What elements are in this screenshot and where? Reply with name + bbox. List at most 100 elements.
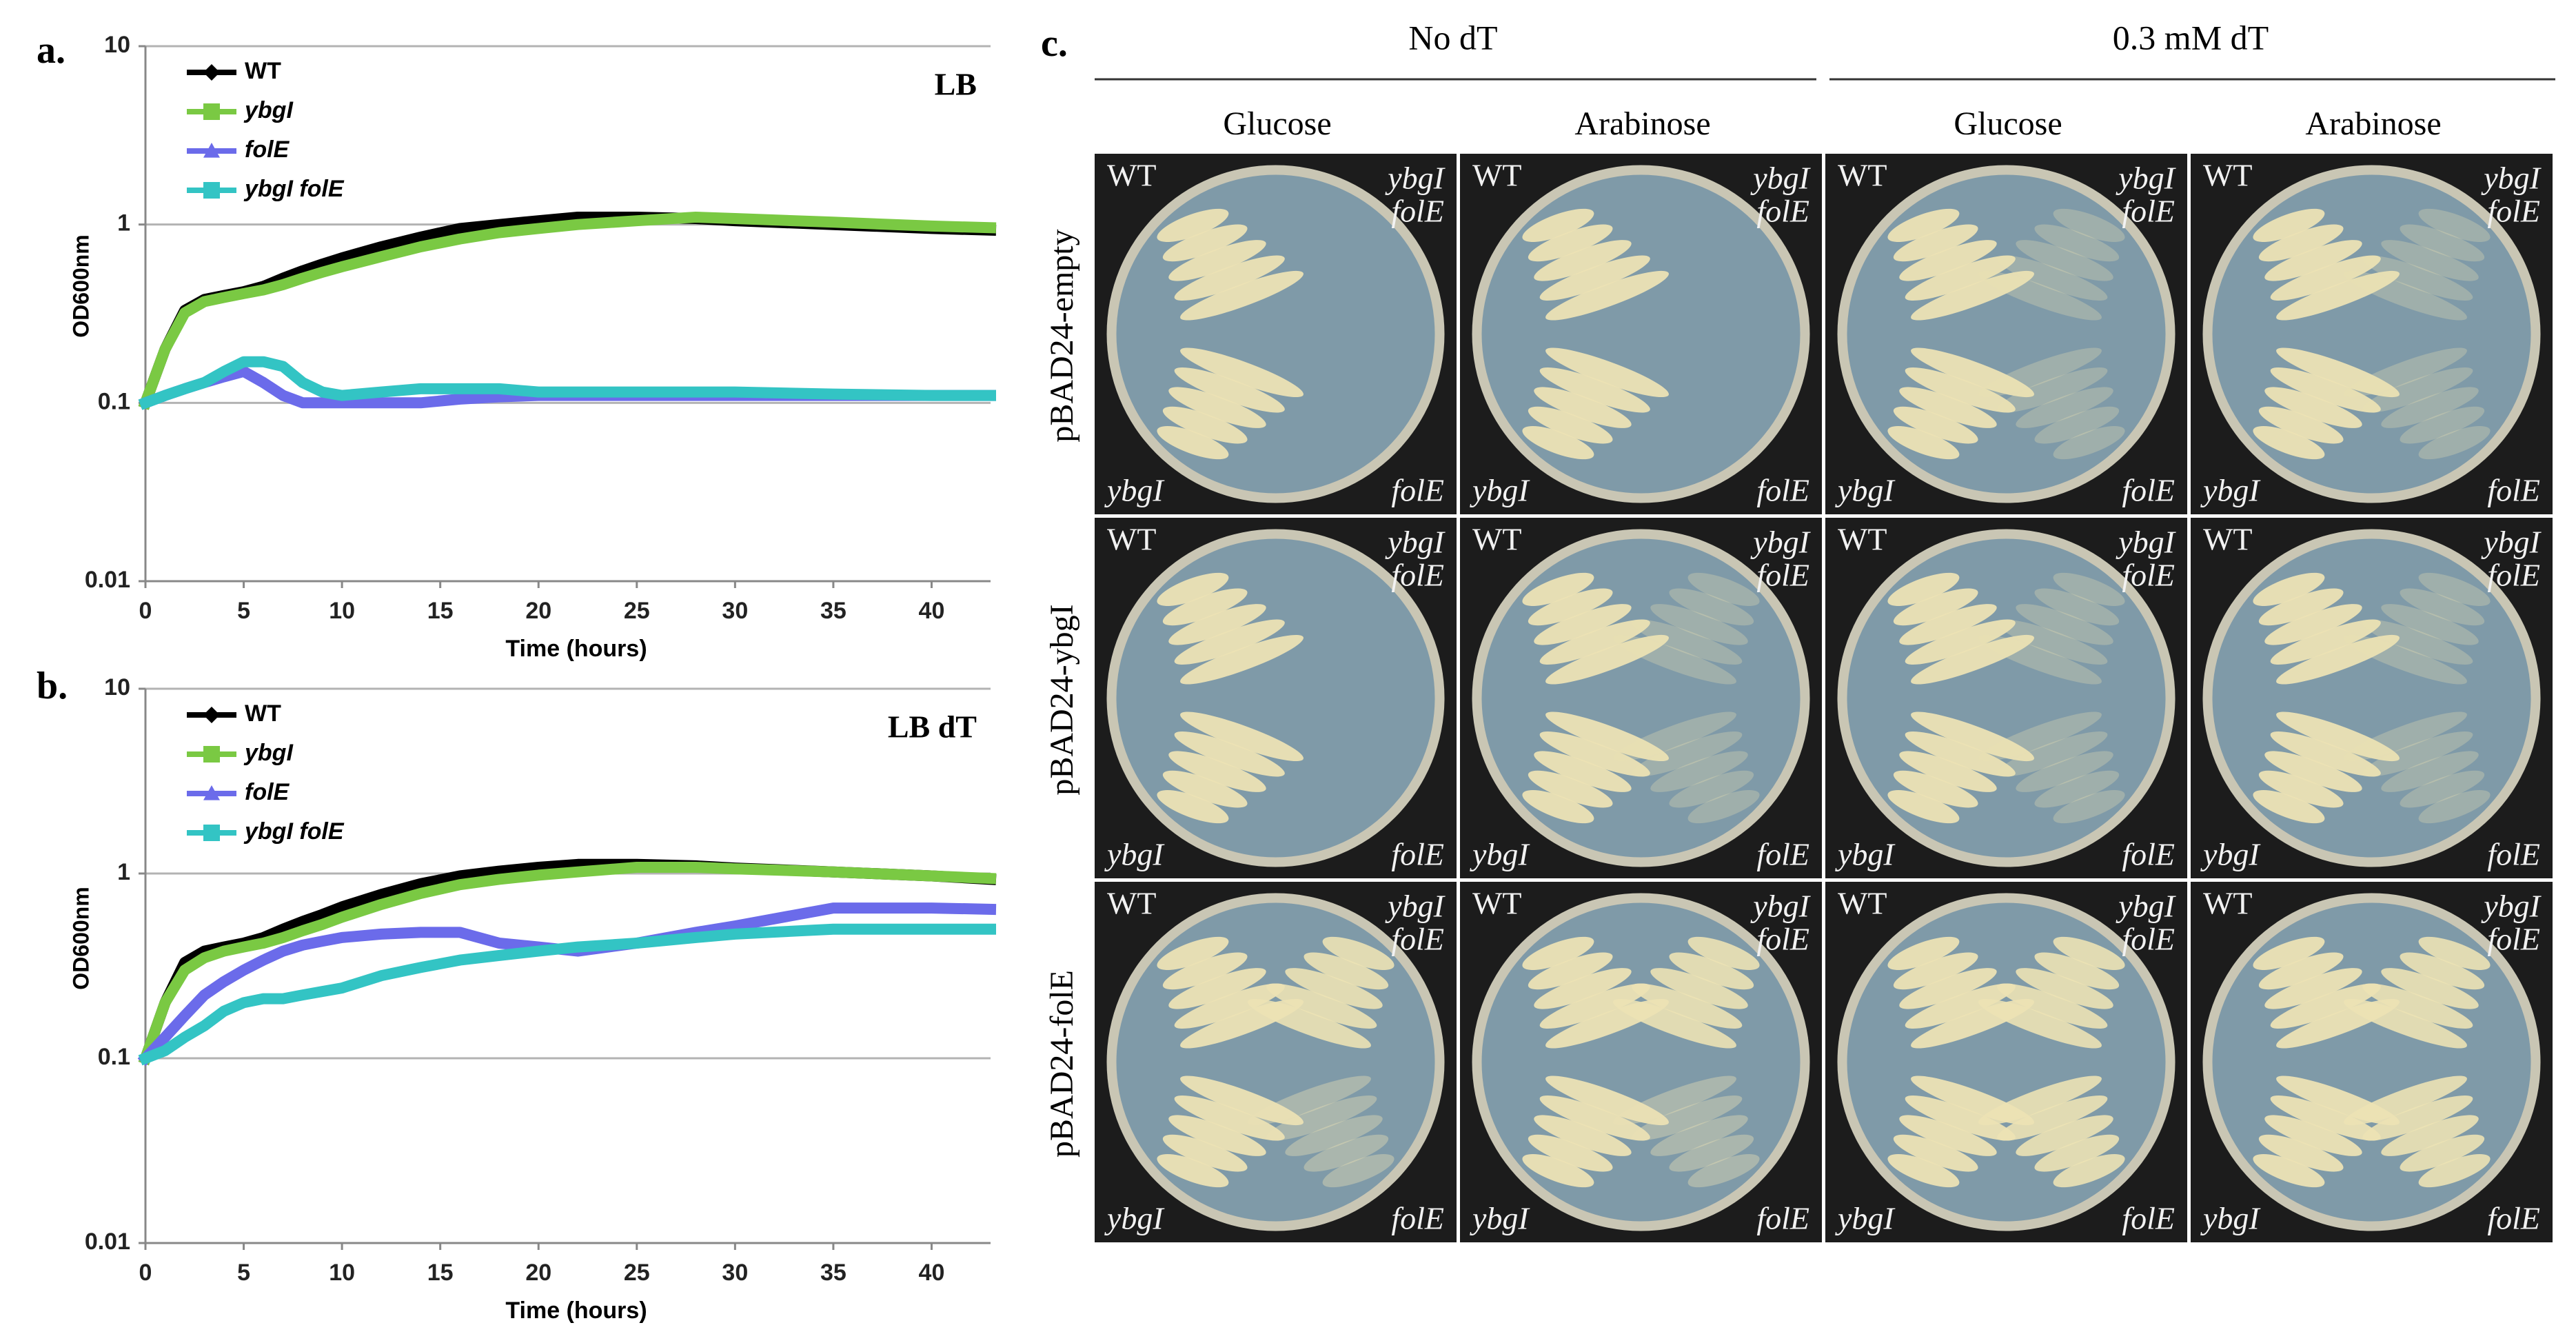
- colony-streak: [2344, 634, 2467, 685]
- x-axis-title: Time (hours): [505, 636, 647, 662]
- x-tick-label: 25: [624, 1260, 650, 1286]
- colony-streak: [1905, 983, 2016, 1029]
- colony-streak: [1911, 347, 2034, 398]
- quadrant-label: folE: [1756, 922, 1809, 957]
- colony-streak: [1687, 789, 1760, 824]
- colony-streak: [2034, 952, 2120, 990]
- colony-streak: [1613, 711, 1736, 762]
- colony-streak: [1887, 789, 1960, 824]
- plate-agar: [1847, 902, 2166, 1222]
- colony-streak: [1545, 1076, 1669, 1126]
- legend-label: folE: [245, 779, 290, 805]
- colony-streak: [1899, 751, 1997, 792]
- colony-streak: [1893, 952, 1978, 990]
- x-axis-title: Time (hours): [505, 1297, 647, 1324]
- colony-streak: [2418, 425, 2491, 460]
- colony-streak: [2264, 1115, 2362, 1156]
- quadrant-label: WT: [1107, 522, 1157, 557]
- quadrant-label: folE: [1756, 1201, 1809, 1236]
- quadrant-label: ybgI: [1470, 473, 1530, 508]
- colony-streak: [2034, 770, 2120, 808]
- colony-streak: [1174, 731, 1285, 777]
- colony-streak: [1539, 619, 1650, 665]
- colony-streak: [1522, 789, 1594, 824]
- colony-streak: [1285, 1115, 1383, 1156]
- colony-streak: [2034, 1134, 2120, 1172]
- quadrant-label: ybgI: [2116, 161, 2176, 196]
- colony-streak: [2253, 425, 2325, 460]
- legend-marker: [203, 143, 220, 158]
- x-tick-label: 15: [427, 1260, 454, 1286]
- quadrant-label: ybgI: [1104, 1201, 1165, 1236]
- quadrant-label: folE: [1391, 1201, 1444, 1236]
- colony-streak: [1887, 1153, 1960, 1188]
- x-tick-label: 0: [139, 1260, 152, 1286]
- colony-streak: [1522, 208, 1594, 243]
- colony-streak: [1978, 347, 2102, 398]
- colony-streak: [1899, 240, 1997, 281]
- x-tick-label: 5: [237, 1260, 250, 1286]
- colony-streak: [1687, 572, 1760, 607]
- colony-streak: [2381, 604, 2479, 645]
- colony-streak: [2362, 367, 2473, 413]
- colony-streak: [1899, 604, 1997, 645]
- colony-streak: [1650, 604, 1748, 645]
- quadrant-label: folE: [1756, 837, 1809, 872]
- colony-streak: [1539, 731, 1650, 777]
- colony-streak: [2344, 270, 2467, 321]
- colony-streak: [1545, 270, 1669, 321]
- plate-agar: [1116, 538, 1435, 858]
- plate-agar: [2212, 902, 2531, 1222]
- colony-streak: [1180, 634, 1304, 685]
- colony-streak: [1905, 731, 2016, 777]
- colony-streak: [1157, 789, 1229, 824]
- quadrant-label: folE: [1391, 558, 1444, 593]
- colony-streak: [1528, 1134, 1613, 1172]
- colony-streak: [2264, 387, 2362, 428]
- legend-label: ybgI: [243, 740, 294, 766]
- quadrant-label: WT: [1838, 886, 1887, 921]
- y-axis-title: OD600nm: [68, 887, 93, 989]
- colony-streak: [1168, 240, 1266, 281]
- colony-streak: [1534, 387, 1632, 428]
- row-label: pBAD24-empty: [1044, 229, 1080, 442]
- colony-streak: [1180, 1076, 1304, 1126]
- quadrant-label: ybgI: [1104, 837, 1165, 872]
- quadrant-label: ybgI: [2116, 525, 2176, 560]
- quadrant-label: WT: [2203, 158, 2253, 193]
- colony-streak: [1911, 270, 2034, 321]
- colony-streak: [2418, 789, 2491, 824]
- colony-streak: [2276, 347, 2400, 398]
- y-tick-label: 1: [117, 210, 130, 236]
- colony-streak: [2270, 367, 2381, 413]
- colony-streak: [1978, 998, 2102, 1049]
- colony-streak: [1180, 347, 1304, 398]
- series-line: [138, 212, 997, 410]
- colony-streak: [2253, 936, 2325, 971]
- colony-streak: [2362, 619, 2473, 665]
- quadrant-label: folE: [2122, 558, 2175, 593]
- colony-streak: [1887, 936, 1960, 971]
- colony-streak: [1899, 968, 1997, 1009]
- colony-streak: [1632, 619, 1743, 665]
- colony-streak: [2258, 1134, 2344, 1172]
- quadrant-label: folE: [2487, 473, 2540, 508]
- x-tick-label: 40: [919, 1260, 945, 1286]
- panel-label: a.: [37, 29, 65, 72]
- colony-streak: [1669, 588, 1754, 626]
- colony-streak: [1180, 711, 1304, 762]
- quadrant-label: ybgI: [2200, 837, 2261, 872]
- x-tick-label: 30: [722, 1260, 748, 1286]
- quadrant-label: ybgI: [1385, 161, 1446, 196]
- colony-streak: [2270, 983, 2381, 1029]
- quadrant-label: folE: [1391, 473, 1444, 508]
- y-tick-label: 0.1: [98, 1044, 130, 1070]
- group-header: 0.3 mM dT: [2113, 18, 2269, 57]
- colony-streak: [1157, 936, 1229, 971]
- colony-streak: [1893, 588, 1978, 626]
- colony-streak: [1669, 1134, 1754, 1172]
- colony-streak: [2362, 731, 2473, 777]
